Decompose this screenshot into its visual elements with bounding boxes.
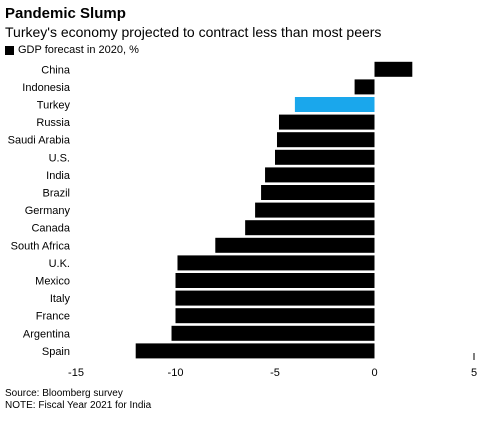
bar: [175, 273, 375, 288]
x-tick-label: -15: [68, 367, 84, 379]
x-tick-label: -5: [270, 367, 280, 379]
category-label: France: [36, 311, 70, 323]
chart-title: Pandemic Slump: [5, 5, 126, 22]
x-tick-label: 5: [471, 367, 477, 379]
category-label: China: [41, 64, 71, 76]
bar: [278, 114, 375, 130]
bar: [177, 255, 375, 271]
bar: [265, 167, 375, 183]
category-label: Russia: [36, 117, 71, 129]
footer: Source: Bloomberg survey NOTE: Fiscal Ye…: [5, 388, 151, 412]
legend-label: GDP forecast in 2020, %: [18, 44, 139, 56]
legend-swatch: [5, 45, 14, 55]
category-label: South Africa: [11, 240, 71, 252]
category-label: U.S.: [49, 152, 70, 164]
legend: GDP forecast in 2020, %: [5, 44, 139, 56]
category-label: Germany: [25, 205, 71, 217]
chart-subtitle: Turkey's economy projected to contract l…: [5, 24, 382, 40]
bar: [354, 79, 375, 95]
category-label: Spain: [42, 346, 70, 358]
category-label: Mexico: [35, 276, 70, 288]
bar: [276, 132, 375, 148]
category-label: Brazil: [42, 188, 70, 200]
bar: [135, 343, 375, 359]
category-label: Italy: [50, 293, 71, 305]
bar: [275, 149, 375, 165]
footnote: NOTE: Fiscal Year 2021 for India: [5, 400, 152, 411]
category-label: Canada: [31, 223, 70, 235]
category-label: U.K.: [49, 258, 70, 270]
x-tick-label: -10: [168, 367, 184, 379]
category-label: Turkey: [37, 100, 71, 112]
bar: [374, 61, 413, 77]
bar: [245, 220, 375, 236]
category-label: Saudi Arabia: [8, 135, 71, 147]
x-tick-label: 0: [371, 367, 377, 379]
bar: [171, 325, 375, 341]
bar: [294, 97, 375, 112]
category-label: India: [46, 170, 71, 182]
bar: [175, 308, 375, 324]
category-label: Argentina: [23, 328, 71, 340]
bar: [175, 290, 375, 306]
bar: [255, 202, 375, 218]
category-label: Indonesia: [22, 82, 71, 94]
bar: [261, 185, 375, 200]
bar: [215, 237, 375, 253]
source-note: Source: Bloomberg survey: [5, 388, 123, 399]
